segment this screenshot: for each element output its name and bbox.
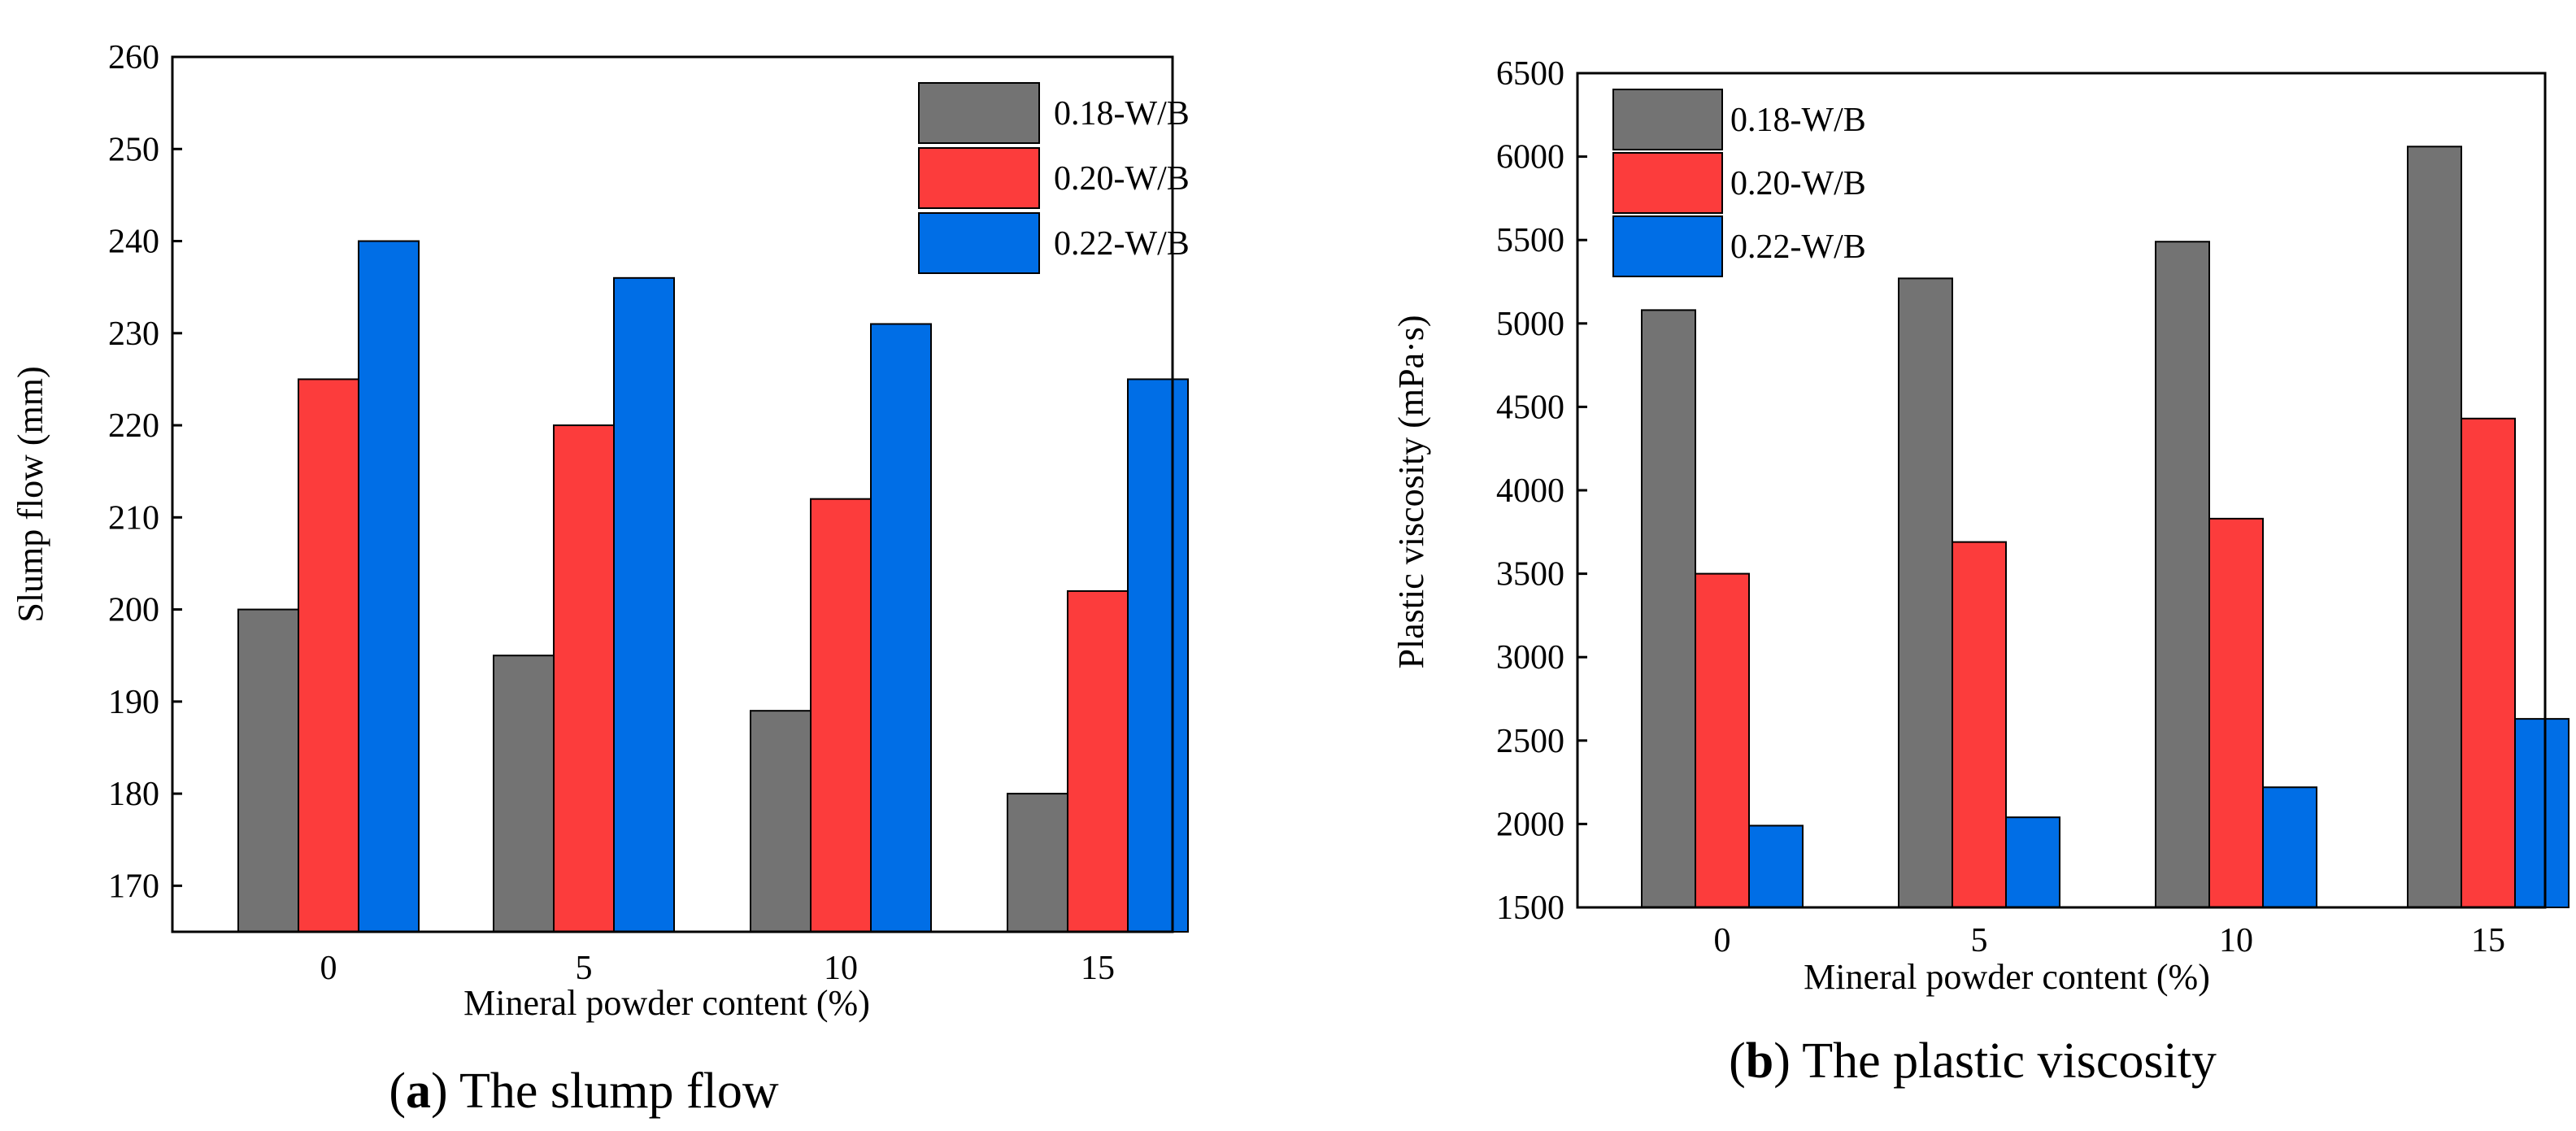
x-tick-label: 5 — [576, 950, 593, 987]
legend: 0.18-W/B 0.20-W/B 0.22-W/B — [1612, 89, 1866, 277]
y-tick-label: 210 — [108, 499, 159, 537]
y-tick-label: 2000 — [1496, 806, 1564, 843]
bar-0.22-W/B-5 — [613, 276, 675, 933]
y-tick-label: 3500 — [1496, 556, 1564, 594]
bar-0.22-W/B-0 — [358, 240, 420, 933]
y-tick-label: 230 — [108, 315, 159, 353]
y-tick-label: 1500 — [1496, 890, 1564, 927]
x-tick-label: 10 — [2219, 922, 2253, 959]
y-axis-title: Plastic viscosity (mPa·s) — [1391, 315, 1431, 668]
x-tick-label: 0 — [1714, 922, 1731, 959]
bar-0.18-W/B-10 — [750, 710, 812, 933]
bar-0.20-W/B-10 — [810, 498, 872, 933]
bar-0.20-W/B-15 — [2461, 417, 2516, 908]
legend-swatch-0.18-W/B — [1612, 89, 1723, 150]
y-tick-label: 250 — [108, 131, 159, 168]
legend-swatch-0.20-W/B — [918, 147, 1040, 209]
legend-label: 0.20-W/B — [1054, 160, 1190, 198]
bar-0.20-W/B-15 — [1067, 589, 1129, 933]
bar-0.18-W/B-15 — [2407, 146, 2462, 908]
bar-0.18-W/B-10 — [2155, 241, 2210, 908]
bar-0.18-W/B-5 — [1898, 277, 1953, 908]
bar-0.20-W/B-5 — [1952, 541, 2007, 908]
y-tick-label: 200 — [108, 592, 159, 629]
x-tick-label: 15 — [2471, 922, 2505, 959]
chart-slump-flow: 170 180 190 200 210 220 230 240 250 260 0 5 10 15 Mine… — [11, 39, 1190, 1119]
y-tick-label: 3000 — [1496, 639, 1564, 676]
plot-frame — [171, 55, 1174, 933]
figure-caption: (b) The plastic viscosity — [1729, 1033, 2217, 1089]
bar-0.18-W/B-0 — [1641, 309, 1696, 909]
y-tick-label: 4000 — [1496, 472, 1564, 510]
legend-label: 0.22-W/B — [1054, 225, 1190, 263]
legend: 0.18-W/B 0.20-W/B 0.22-W/B — [918, 82, 1190, 274]
y-tick-label: 220 — [108, 407, 159, 445]
bar-0.22-W/B-15 — [1127, 378, 1189, 933]
y-tick-label: 4500 — [1496, 389, 1564, 426]
x-axis-title: Mineral powder content (%) — [463, 983, 870, 1023]
y-tick-label: 5000 — [1496, 306, 1564, 343]
legend-swatch-0.18-W/B — [918, 82, 1040, 144]
x-tick-label: 15 — [1081, 950, 1115, 987]
caption-close-paren: ) — [1773, 1033, 1791, 1089]
y-tick-label: 240 — [108, 224, 159, 261]
bar-0.22-W/B-0 — [1748, 824, 1804, 909]
y-tick-label: 190 — [108, 684, 159, 721]
x-tick-label: 10 — [824, 950, 858, 987]
bar-0.20-W/B-0 — [1695, 572, 1750, 908]
legend-swatch-0.22-W/B — [918, 212, 1040, 274]
figure-caption: (a) The slump flow — [389, 1064, 779, 1119]
bar-0.22-W/B-10 — [2262, 786, 2317, 908]
bar-0.20-W/B-5 — [553, 424, 615, 933]
y-tick-label: 6000 — [1496, 139, 1564, 176]
legend-label: 0.18-W/B — [1730, 102, 1866, 139]
caption-open-paren: ( — [389, 1064, 406, 1119]
y-tick-label: 180 — [108, 776, 159, 813]
bar-0.22-W/B-10 — [870, 323, 932, 933]
caption-close-paren: ) — [431, 1064, 448, 1119]
caption-letter: a — [406, 1064, 431, 1119]
y-axis-title: Slump flow (mm) — [11, 366, 50, 622]
x-tick-label: 0 — [320, 950, 337, 987]
bar-0.20-W/B-0 — [298, 378, 359, 933]
bar-0.22-W/B-5 — [2005, 816, 2060, 909]
x-axis-title: Mineral powder content (%) — [1804, 957, 2210, 997]
x-tick-label: 5 — [1971, 922, 1988, 959]
y-tick-label: 260 — [108, 39, 159, 76]
bar-0.22-W/B-15 — [2514, 718, 2569, 909]
caption-letter: b — [1746, 1033, 1773, 1089]
legend-swatch-0.20-W/B — [1612, 152, 1723, 214]
legend-label: 0.20-W/B — [1730, 165, 1866, 202]
bar-0.20-W/B-10 — [2208, 517, 2264, 908]
chart-plastic-viscosity: 1500 2000 2500 3000 3500 4000 4500 5000 5500 6000… — [1391, 55, 2569, 1089]
bar-0.18-W/B-0 — [237, 608, 299, 933]
bar-0.18-W/B-15 — [1007, 793, 1068, 933]
y-tick-label: 5500 — [1496, 222, 1564, 259]
y-tick-label: 2500 — [1496, 723, 1564, 760]
y-tick-label: 170 — [108, 868, 159, 905]
caption-text: The plastic viscosity — [1791, 1033, 2217, 1089]
caption-text: The slump flow — [448, 1064, 779, 1119]
legend-label: 0.18-W/B — [1054, 95, 1190, 133]
caption-open-paren: ( — [1729, 1033, 1746, 1089]
legend-swatch-0.22-W/B — [1612, 215, 1723, 277]
y-tick-label: 6500 — [1496, 55, 1564, 93]
bar-0.18-W/B-5 — [493, 655, 555, 933]
legend-label: 0.22-W/B — [1730, 228, 1866, 266]
